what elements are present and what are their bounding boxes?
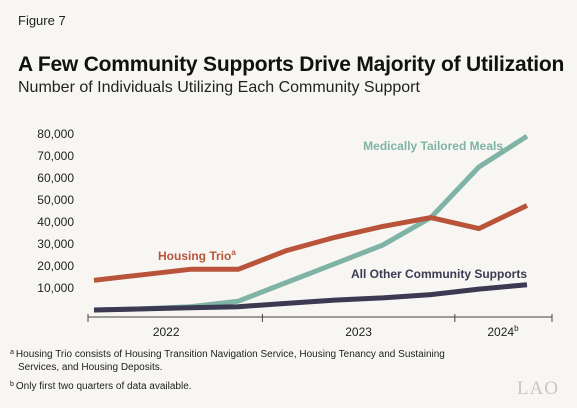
x-year-label: 2024b (487, 324, 519, 339)
y-tick-label: 40,000 (37, 215, 74, 229)
y-tick-label: 20,000 (37, 259, 74, 273)
figure-label: Figure 7 (18, 13, 66, 28)
footnote-a: a Housing Trio consists of Housing Transi… (10, 346, 445, 374)
y-tick-label: 60,000 (37, 171, 74, 185)
footnote-a-marker: a (10, 349, 14, 356)
series-label-housing-trio: Housing Trioa (158, 248, 236, 263)
series-line-housing-trio (93, 203, 529, 283)
x-year-label: 2022 (153, 325, 180, 339)
y-tick-label: 30,000 (37, 237, 74, 251)
footnote-b-text: Only first two quarters of data availabl… (15, 381, 192, 392)
chart-title: A Few Community Supports Drive Majority … (18, 53, 565, 76)
footnote-a-text-line2: Services, and Housing Deposits. (18, 362, 163, 373)
footnote-a-text-line1: Housing Trio consists of Housing Transit… (15, 349, 445, 360)
footnote-b-marker: b (10, 381, 14, 388)
footnotes: a Housing Trio consists of Housing Transi… (10, 346, 445, 397)
line-chart: 10,000 20,000 30,000 40,000 50,000 60,000 70,0… (37, 127, 553, 339)
y-tick-label: 10,000 (37, 281, 74, 295)
footnote-b: b Only first two quarters of data availab… (10, 378, 445, 393)
x-year-label: 2023 (345, 325, 372, 339)
series-label-all-other-community-supports: All Other Community Supports (351, 267, 527, 281)
lao-logo: LAO (516, 378, 559, 399)
y-tick-label: 80,000 (37, 127, 74, 141)
y-tick-label: 50,000 (37, 193, 74, 207)
series-label-medically-tailored-meals: Medically Tailored Meals (363, 139, 503, 153)
y-tick-label: 70,000 (37, 149, 74, 163)
series-line-all-other-community-supports (93, 282, 528, 313)
chart-subtitle: Number of Individuals Utilizing Each Com… (18, 79, 420, 96)
